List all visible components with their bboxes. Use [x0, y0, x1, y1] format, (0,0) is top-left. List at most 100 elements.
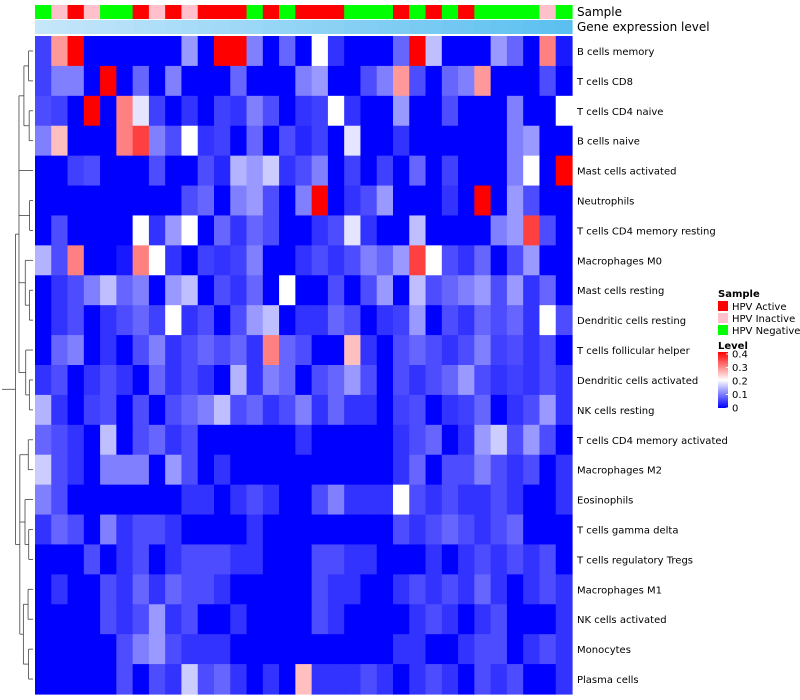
heatmap-cell: [133, 455, 150, 486]
heatmap-cell: [539, 66, 556, 97]
heatmap-cell: [474, 215, 491, 246]
annotation-title-sample: Sample: [577, 5, 622, 19]
heatmap-cell: [51, 66, 68, 97]
heatmap-cell: [377, 126, 394, 157]
sample-annotation-cell: [491, 5, 508, 19]
heatmap-cell: [116, 485, 133, 516]
heatmap-cell: [458, 275, 475, 306]
heatmap-cell: [35, 96, 52, 127]
heatmap-cell: [344, 186, 361, 217]
heatmap-cell: [198, 485, 215, 516]
heatmap-cell: [474, 126, 491, 157]
heatmap-cell: [181, 604, 198, 635]
heatmap-cell: [133, 215, 150, 246]
expression-level-cell: [539, 20, 556, 34]
sample-annotation-cell: [523, 5, 540, 19]
heatmap-cell: [474, 96, 491, 127]
heatmap-cell: [393, 574, 410, 605]
heatmap-cell: [312, 544, 329, 575]
heatmap-cell: [393, 335, 410, 366]
row-label: Dendritic cells resting: [577, 316, 686, 327]
heatmap-cell: [409, 604, 426, 635]
sample-annotation-cell: [409, 5, 426, 19]
heatmap-cell: [149, 215, 166, 246]
heatmap-cell: [198, 604, 215, 635]
heatmap-cell: [393, 186, 410, 217]
heatmap-cell: [100, 515, 117, 546]
row-label: Monocytes: [577, 645, 631, 656]
heatmap-cell: [214, 604, 231, 635]
heatmap-cell: [247, 634, 264, 665]
heatmap-cell: [377, 544, 394, 575]
legend-tick-label: 0.2: [732, 377, 748, 388]
heatmap-cell: [491, 126, 508, 157]
heatmap-cell: [133, 425, 150, 456]
heatmap-cell: [539, 126, 556, 157]
heatmap-cell: [279, 215, 296, 246]
heatmap-cell: [230, 544, 247, 575]
row-label: Macrophages M0: [577, 256, 662, 267]
heatmap-cell: [556, 485, 573, 516]
heatmap-cell: [263, 156, 280, 187]
heatmap-cell: [214, 634, 231, 665]
heatmap-cell: [181, 275, 198, 306]
heatmap-cell: [35, 275, 52, 306]
heatmap-cell: [263, 455, 280, 486]
heatmap-cell: [181, 156, 198, 187]
heatmap-cell: [133, 245, 150, 276]
heatmap-cell: [442, 186, 459, 217]
heatmap-cell: [214, 664, 231, 695]
heatmap-cell: [344, 156, 361, 187]
heatmap-cell: [198, 96, 215, 127]
heatmap-cell: [68, 215, 85, 246]
heatmap-cell: [409, 664, 426, 695]
heatmap-cell: [474, 664, 491, 695]
row-label: B cells memory: [577, 47, 654, 58]
heatmap-cell: [295, 515, 312, 546]
heatmap-cell: [198, 395, 215, 426]
heatmap-cell: [84, 215, 101, 246]
heatmap-cell: [523, 245, 540, 276]
heatmap-cell: [68, 664, 85, 695]
heatmap-cell: [295, 664, 312, 695]
heatmap-cell: [116, 66, 133, 97]
heatmap-cell: [442, 515, 459, 546]
heatmap-cell: [35, 604, 52, 635]
heatmap-cell: [51, 604, 68, 635]
heatmap-cell: [360, 634, 377, 665]
heatmap-cell: [181, 574, 198, 605]
heatmap-cell: [133, 335, 150, 366]
heatmap-cell: [426, 574, 443, 605]
heatmap-cell: [426, 425, 443, 456]
heatmap-cell: [84, 574, 101, 605]
heatmap-cell: [409, 455, 426, 486]
expression-level-cell: [198, 20, 215, 34]
heatmap-cell: [116, 36, 133, 67]
heatmap-cell: [458, 245, 475, 276]
heatmap-cell: [312, 305, 329, 336]
heatmap-cell: [377, 36, 394, 67]
heatmap-cell: [539, 305, 556, 336]
heatmap-cell: [409, 395, 426, 426]
sample-annotation-cell: [100, 5, 117, 19]
heatmap-cell: [181, 425, 198, 456]
heatmap-cell: [556, 544, 573, 575]
heatmap-cell: [458, 335, 475, 366]
heatmap-cell: [523, 664, 540, 695]
gene-expression-level-bar: [35, 20, 573, 34]
heatmap-cell: [100, 365, 117, 396]
heatmap-cell: [116, 425, 133, 456]
heatmap-cell: [539, 574, 556, 605]
heatmap-cell: [507, 36, 524, 67]
heatmap-cell: [426, 544, 443, 575]
heatmap-cell: [442, 245, 459, 276]
heatmap-cell: [100, 156, 117, 187]
heatmap-cell: [474, 275, 491, 306]
expression-level-cell: [100, 20, 117, 34]
heatmap-cell: [35, 515, 52, 546]
heatmap-cell: [393, 126, 410, 157]
legend-swatch: [718, 325, 728, 335]
heatmap-cell: [51, 96, 68, 127]
heatmap-cell: [344, 604, 361, 635]
heatmap-cell: [165, 604, 182, 635]
